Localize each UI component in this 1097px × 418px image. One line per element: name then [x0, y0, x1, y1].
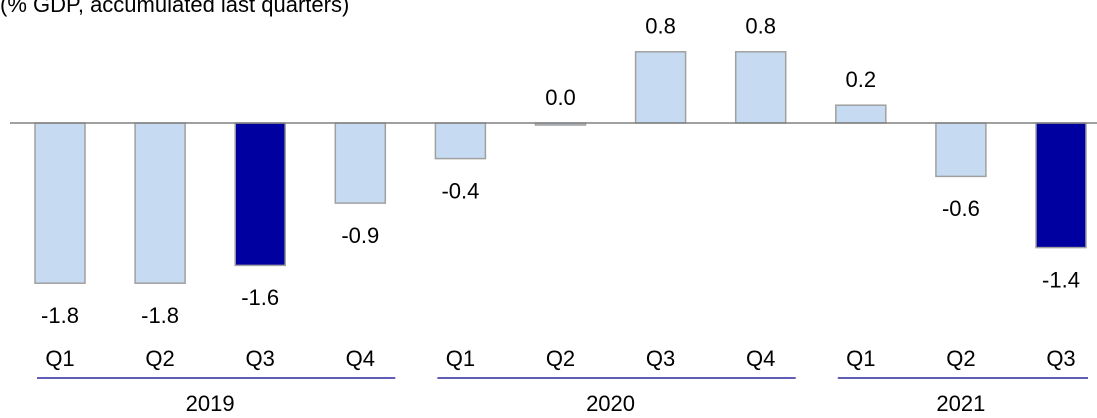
data-label: -1.4 [1042, 267, 1080, 292]
group-label: 2021 [936, 391, 985, 416]
x-tick-label: Q2 [546, 346, 575, 371]
data-label: 0.0 [545, 85, 576, 110]
x-tick-label: Q3 [246, 346, 275, 371]
x-tick-label: Q4 [346, 346, 375, 371]
data-label: -1.6 [241, 285, 279, 310]
bar [935, 122, 987, 178]
x-tick-label: Q2 [145, 346, 174, 371]
bar [634, 51, 687, 124]
bar [34, 122, 86, 284]
x-tick-label: Q1 [446, 346, 475, 371]
x-tick-label: Q3 [1046, 346, 1075, 371]
data-label: 0.8 [645, 14, 676, 39]
data-label: 0.2 [846, 67, 877, 92]
data-label: -1.8 [141, 303, 179, 328]
bar [334, 122, 387, 204]
x-tick-label: Q4 [746, 346, 775, 371]
x-tick-label: Q1 [846, 346, 875, 371]
bar [835, 104, 887, 124]
x-tick-label: Q2 [946, 346, 975, 371]
bar [734, 51, 787, 124]
data-label: 0.8 [745, 14, 776, 39]
chart-subtitle: (% GDP, accumulated last quarters) [0, 0, 349, 17]
bar [434, 122, 487, 160]
data-label: -0.4 [441, 178, 479, 203]
group-label: 2020 [586, 391, 635, 416]
x-tick-label: Q3 [646, 346, 675, 371]
data-label: -0.6 [942, 196, 980, 221]
data-label: -0.9 [341, 223, 379, 248]
bar [234, 122, 286, 267]
data-label: -1.8 [41, 303, 79, 328]
group-label: 2019 [186, 391, 235, 416]
bar [134, 122, 186, 284]
x-tick-label: Q1 [45, 346, 74, 371]
bar [1035, 122, 1087, 249]
